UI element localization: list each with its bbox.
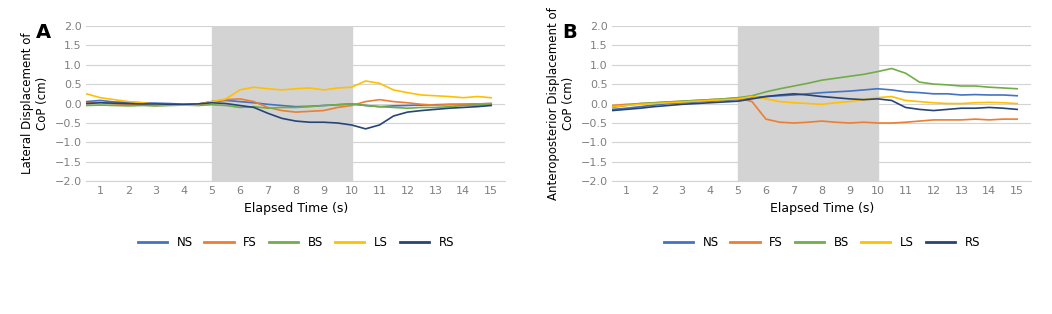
Text: A: A	[36, 23, 52, 41]
Bar	[213, 26, 351, 181]
Bar	[739, 26, 877, 181]
Legend: NS, FS, BS, LS, RS: NS, FS, BS, LS, RS	[133, 231, 459, 253]
Legend: NS, FS, BS, LS, RS: NS, FS, BS, LS, RS	[659, 231, 985, 253]
X-axis label: Elapsed Time (s): Elapsed Time (s)	[244, 202, 348, 215]
Text: B: B	[562, 23, 576, 41]
X-axis label: Elapsed Time (s): Elapsed Time (s)	[770, 202, 874, 215]
Y-axis label: Lateral Displacement of
CoP (cm): Lateral Displacement of CoP (cm)	[21, 33, 48, 174]
Y-axis label: Anteroposterior Displacement of
CoP (cm): Anteroposterior Displacement of CoP (cm)	[547, 7, 574, 200]
